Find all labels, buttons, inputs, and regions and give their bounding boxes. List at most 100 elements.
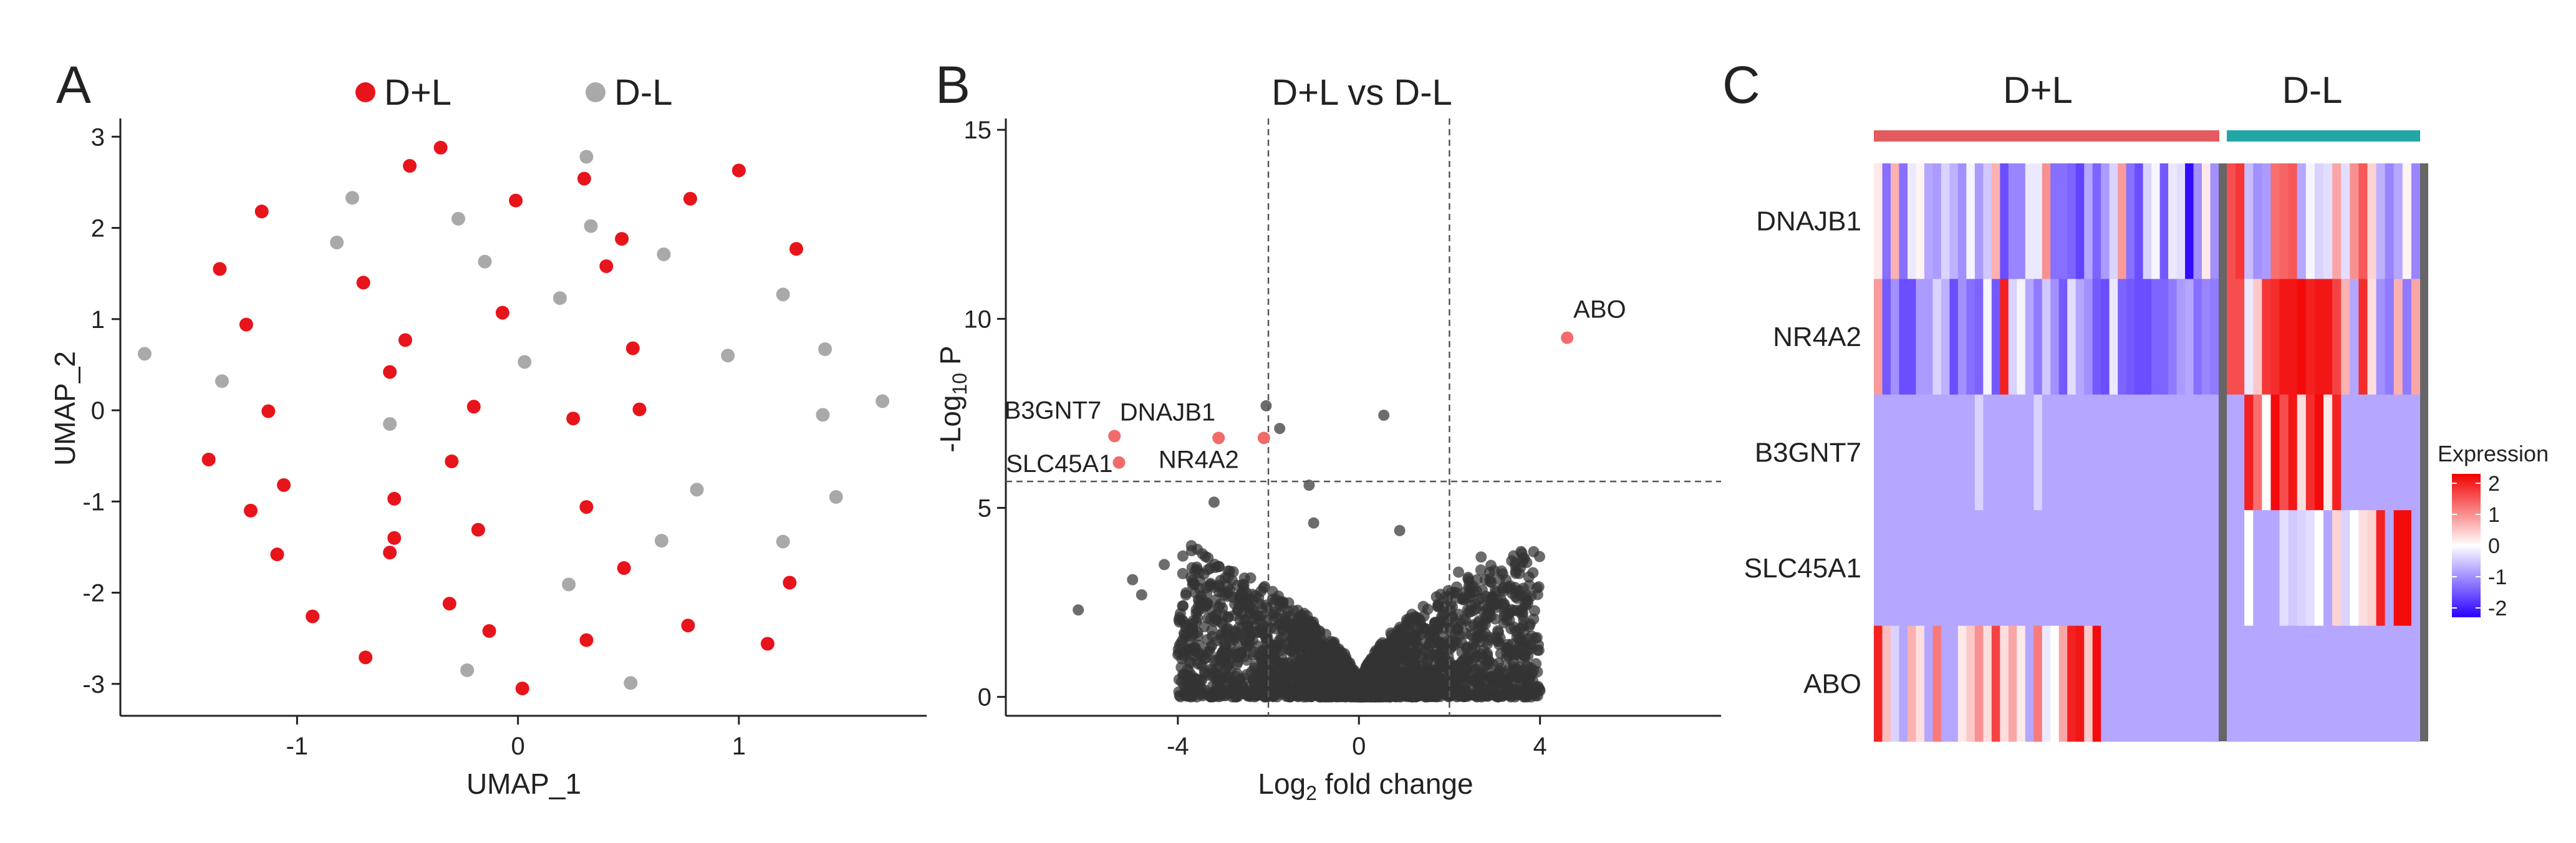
heatmap-cell (2411, 510, 2421, 627)
umap-point-dmin (776, 534, 790, 549)
heatmap-cell (1899, 510, 1908, 627)
heatmap-cell (2358, 625, 2368, 742)
heatmap-cell (1957, 510, 1967, 627)
heatmap-cell (2017, 163, 2026, 279)
heatmap-cell (2185, 279, 2194, 395)
volcano-point (1223, 672, 1235, 683)
heatmap-cell (2159, 394, 2169, 511)
panel-a-points (137, 140, 890, 696)
heatmap-cell (2135, 510, 2144, 627)
heatmap-cell (2350, 394, 2359, 511)
panel-b-y-ticks: 0 5 10 15 (964, 117, 1006, 711)
umap-point-dl (731, 163, 746, 178)
volcano-point (1334, 647, 1346, 658)
heatmap-cell (2067, 625, 2077, 742)
volcano-point (1198, 568, 1210, 580)
volcano-outlier-point (1127, 574, 1139, 585)
volcano-point (1220, 625, 1232, 637)
umap-point-dl (398, 333, 412, 347)
heatmap-cell (2314, 163, 2324, 279)
heatmap-cell (2118, 625, 2127, 742)
umap-point-dl (383, 365, 397, 379)
volcano-point (1283, 597, 1295, 609)
heatmap-cell (1949, 510, 1959, 627)
umap-point-dl (579, 633, 594, 647)
heatmap-cell (2314, 394, 2324, 511)
volcano-point (1387, 688, 1399, 700)
volcano-point (1292, 604, 1304, 616)
heatmap-cell (1874, 279, 1883, 395)
heatmap-cell (2000, 163, 2009, 279)
heatmap-cell (2341, 279, 2350, 395)
volcano-point (1201, 589, 1213, 600)
volcano-point (1231, 658, 1243, 670)
heatmap-cell (1890, 163, 1900, 279)
umap-point-dmin (478, 254, 492, 269)
umap-point-dmin (330, 235, 344, 249)
heatmap-cell (2244, 279, 2254, 395)
volcano-point (1215, 598, 1227, 610)
panel-b-y-title: -Log10 P (934, 345, 971, 452)
heatmap-cell (2411, 625, 2421, 742)
heatmap-cell (2288, 625, 2298, 742)
heatmap-cell (2297, 394, 2307, 511)
volcano-point (1195, 674, 1207, 686)
heatmap-cell (2376, 163, 2386, 279)
heatmap-cell (2341, 163, 2350, 279)
heatmap-cell (2279, 279, 2289, 395)
volcano-point (1208, 655, 1220, 667)
volcano-significant-point (1257, 431, 1270, 445)
heatmap-cell (1983, 394, 1992, 511)
heatmap-cell (2202, 394, 2211, 511)
heatmap-cell (2033, 510, 2043, 627)
heatmap-cell (1907, 625, 1917, 742)
heatmap-cell (2151, 510, 2161, 627)
colorbar-tick-label: 1 (2488, 503, 2500, 527)
heatmap-cell (2008, 510, 2017, 627)
volcano-threshold-lines (1006, 118, 1721, 716)
umap-point-dl (599, 259, 614, 273)
heatmap-cell (1874, 163, 1883, 279)
heatmap-cell (2000, 510, 2009, 627)
volcano-point (1229, 598, 1241, 610)
panel-b-x-tick-label: -4 (1167, 733, 1189, 760)
heatmap-cell (1966, 394, 1975, 511)
panel-a: A D+L D-L -1 0 1 -3 -2 -1 0 1 2 3 UMAP_1 UMAP_2 (49, 55, 927, 800)
volcano-point (1528, 613, 1540, 625)
heatmap-cell (2210, 279, 2219, 395)
umap-point-dmin (876, 394, 890, 408)
volcano-point (1510, 604, 1522, 616)
volcano-point (1452, 622, 1464, 633)
heatmap-cell (2143, 510, 2152, 627)
heatmap-cell (2118, 163, 2127, 279)
volcano-point (1199, 621, 1210, 633)
heatmap-cell (2288, 510, 2298, 627)
volcano-point (1282, 605, 1294, 617)
heatmap-cell (2159, 279, 2169, 395)
volcano-point (1532, 690, 1543, 701)
volcano-point (1278, 682, 1290, 693)
volcano-point (1276, 632, 1288, 643)
volcano-point (1237, 598, 1249, 610)
volcano-point (1417, 600, 1429, 612)
panel-a-y-tick-label: 0 (91, 397, 105, 425)
heatmap-cell (1890, 394, 1900, 511)
volcano-point (1402, 660, 1414, 672)
volcano-point (1414, 678, 1426, 690)
heatmap-cell (1991, 163, 2000, 279)
heatmap-cell (2185, 510, 2194, 627)
heatmap-cell (2092, 510, 2101, 627)
colorbar: Expression 2 1 0 -1 -2 (2438, 441, 2549, 620)
volcano-point (1220, 690, 1232, 701)
heatmap-cell (2067, 279, 2077, 395)
heatmap-cell (2262, 625, 2272, 742)
volcano-point (1189, 565, 1201, 577)
volcano-point (1508, 622, 1520, 633)
heatmap-cell (2270, 163, 2280, 279)
heatmap-cell (1941, 510, 1950, 627)
heatmap-cell (2101, 394, 2110, 511)
legend-marker-dmin (586, 82, 605, 102)
heatmap-cell (1882, 394, 1891, 511)
volcano-point (1208, 559, 1220, 571)
heatmap-cell (2135, 279, 2144, 395)
